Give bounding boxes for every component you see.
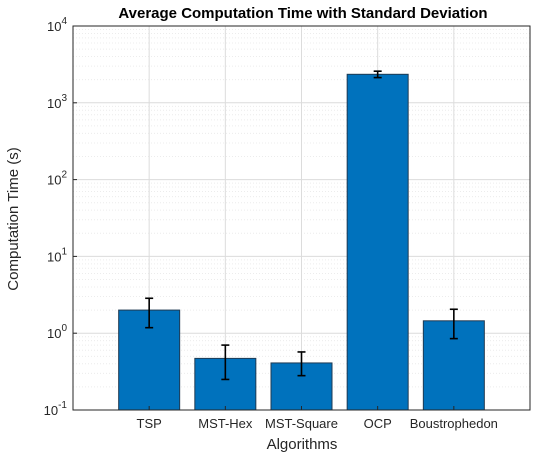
y-tick-base: 10 — [47, 173, 61, 188]
error-bar-tsp — [145, 297, 154, 329]
y-tick-exponent: -1 — [58, 400, 67, 411]
y-tick-exponent: 3 — [61, 93, 67, 104]
y-tick-label: 102 — [47, 170, 67, 188]
y-tick-exponent: 1 — [61, 246, 67, 257]
x-tick-label-boustrophedon: Boustrophedon — [410, 416, 498, 431]
bar-mst-square — [270, 362, 333, 411]
y-tick-base: 10 — [47, 96, 61, 111]
y-tick-label: 100 — [47, 323, 67, 341]
y-tick-label: 104 — [47, 16, 67, 34]
y-tick-label: 10-1 — [44, 400, 68, 418]
y-axis-label: Computation Time (s) — [5, 147, 22, 290]
y-tick-base: 10 — [47, 249, 61, 264]
y-tick-base: 10 — [44, 403, 58, 418]
y-tick-base: 10 — [47, 326, 61, 341]
error-bar-ocp — [373, 70, 382, 79]
bar-ocp — [346, 73, 409, 411]
chart-title: Average Computation Time with Standard D… — [118, 5, 487, 22]
error-bar-mst-square — [297, 351, 306, 377]
y-tick-exponent: 2 — [61, 170, 67, 181]
error-bars — [145, 70, 458, 381]
y-tick-label: 101 — [47, 246, 67, 264]
x-tick-label-tsp: TSP — [137, 416, 162, 431]
x-axis-ticks: TSP MST-Hex MST-Square OCP Boustrophedon — [137, 406, 498, 431]
x-tick-label-mst-square: MST-Square — [265, 416, 338, 431]
y-tick-exponent: 0 — [61, 323, 67, 334]
y-tick-exponent: 4 — [61, 16, 67, 27]
bars — [118, 73, 485, 411]
x-tick-label-ocp: OCP — [364, 416, 392, 431]
error-bar-boustrophedon — [449, 308, 458, 340]
x-axis-label: Algorithms — [267, 436, 338, 453]
error-bar-mst-hex — [221, 344, 230, 381]
y-tick-base: 10 — [47, 19, 61, 34]
y-tick-label: 103 — [47, 93, 67, 111]
x-tick-label-mst-hex: MST-Hex — [198, 416, 253, 431]
